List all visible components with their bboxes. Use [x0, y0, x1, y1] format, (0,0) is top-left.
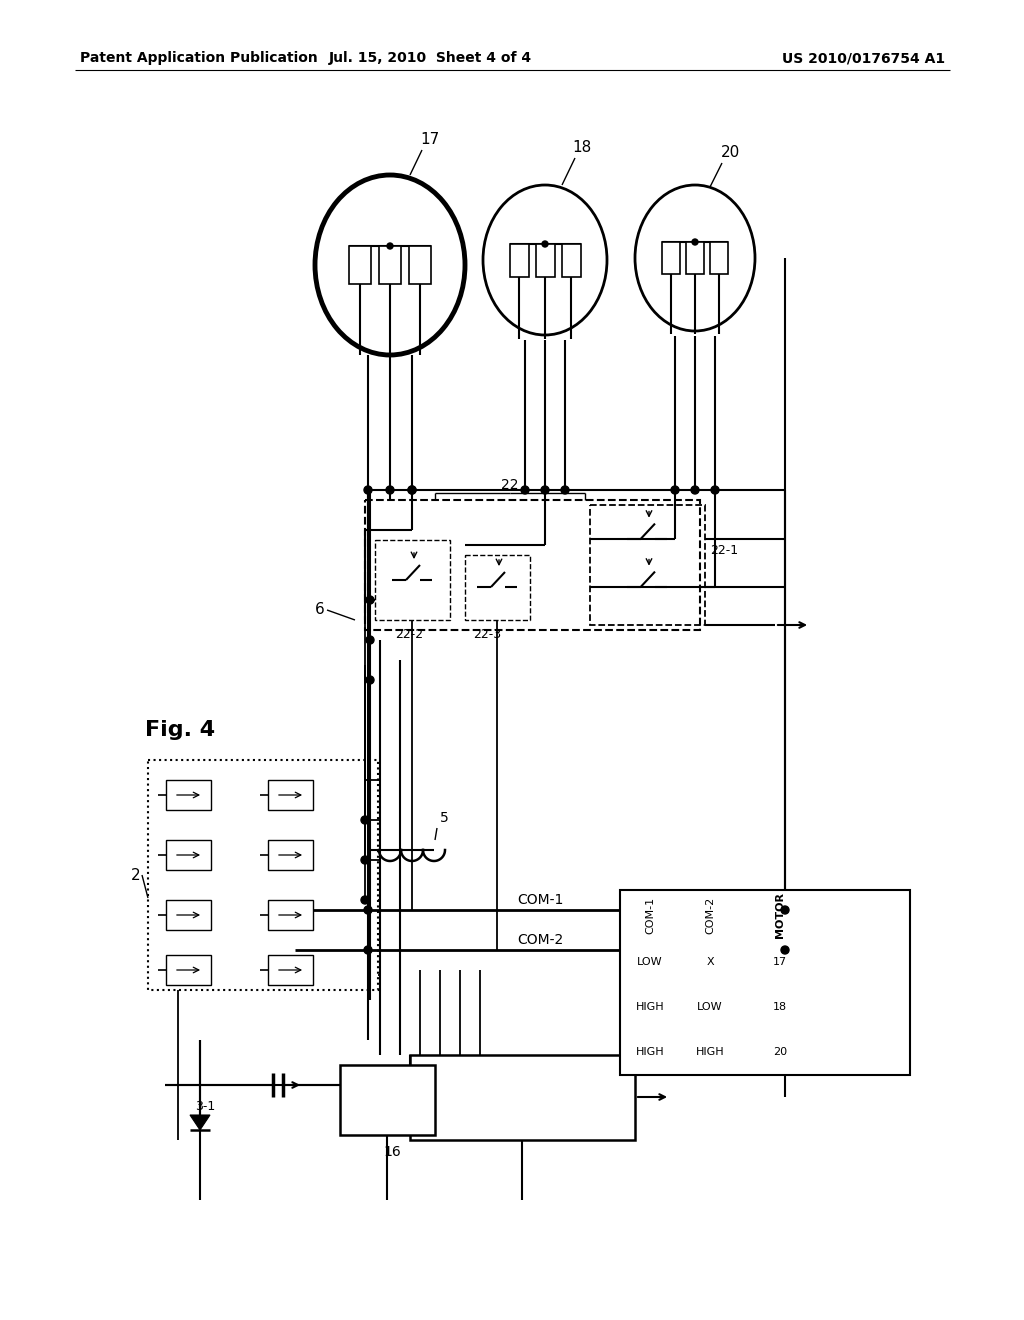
- Circle shape: [691, 486, 699, 494]
- Text: 17: 17: [421, 132, 439, 147]
- Bar: [148, 760, 378, 990]
- Circle shape: [361, 816, 369, 824]
- Text: HIGH: HIGH: [636, 1047, 665, 1057]
- Circle shape: [541, 486, 549, 494]
- Text: COM-2: COM-2: [705, 896, 715, 933]
- Circle shape: [542, 242, 548, 247]
- Text: 5: 5: [440, 810, 449, 825]
- Text: LOW: LOW: [697, 1002, 723, 1012]
- Bar: [268, 954, 313, 985]
- Bar: [409, 246, 431, 284]
- Circle shape: [364, 946, 372, 954]
- Text: X: X: [707, 957, 714, 968]
- Text: 22: 22: [502, 478, 519, 492]
- Circle shape: [361, 896, 369, 904]
- Bar: [662, 242, 680, 275]
- Circle shape: [408, 486, 416, 494]
- Circle shape: [386, 486, 394, 494]
- Text: COM-1: COM-1: [517, 894, 563, 907]
- Circle shape: [408, 486, 416, 494]
- Bar: [536, 244, 555, 277]
- Bar: [710, 242, 728, 275]
- Circle shape: [711, 486, 719, 494]
- Text: US 2010/0176754 A1: US 2010/0176754 A1: [782, 51, 945, 65]
- Bar: [166, 780, 211, 810]
- Text: 22-3: 22-3: [473, 628, 501, 642]
- Text: Patent Application Publication: Patent Application Publication: [80, 51, 317, 65]
- Text: 17: 17: [773, 957, 787, 968]
- Text: HIGH: HIGH: [636, 1002, 665, 1012]
- Text: Jul. 15, 2010  Sheet 4 of 4: Jul. 15, 2010 Sheet 4 of 4: [329, 51, 531, 65]
- Text: 16: 16: [383, 1144, 400, 1159]
- Text: 3-1: 3-1: [195, 1100, 215, 1113]
- Polygon shape: [190, 1115, 210, 1130]
- Circle shape: [366, 636, 374, 644]
- Circle shape: [781, 906, 790, 913]
- Bar: [590, 506, 705, 624]
- Text: Fig. 4: Fig. 4: [145, 719, 215, 741]
- Bar: [365, 500, 700, 630]
- Bar: [686, 242, 705, 275]
- Bar: [465, 554, 530, 620]
- Circle shape: [364, 906, 372, 913]
- Bar: [562, 244, 581, 277]
- Bar: [268, 780, 313, 810]
- Text: 22-2: 22-2: [395, 628, 423, 642]
- Circle shape: [387, 243, 393, 249]
- Circle shape: [561, 486, 569, 494]
- Text: 6: 6: [315, 602, 325, 618]
- Bar: [510, 244, 529, 277]
- Bar: [375, 540, 450, 620]
- Text: LOW: LOW: [637, 957, 663, 968]
- Bar: [166, 840, 211, 870]
- Bar: [349, 246, 371, 284]
- Bar: [410, 1055, 635, 1140]
- Text: 18: 18: [773, 1002, 787, 1012]
- Text: 10: 10: [390, 1090, 408, 1104]
- Circle shape: [781, 946, 790, 954]
- Text: HIGH: HIGH: [695, 1047, 724, 1057]
- Text: 22-1: 22-1: [710, 544, 738, 557]
- Bar: [166, 954, 211, 985]
- Bar: [268, 900, 313, 931]
- Circle shape: [361, 855, 369, 865]
- Text: 20: 20: [773, 1047, 787, 1057]
- Text: 18: 18: [572, 140, 592, 154]
- Circle shape: [521, 486, 529, 494]
- Bar: [268, 840, 313, 870]
- Text: 2: 2: [130, 867, 140, 883]
- Text: 20: 20: [720, 145, 739, 160]
- Circle shape: [671, 486, 679, 494]
- Bar: [166, 900, 211, 931]
- Text: MOTOR: MOTOR: [775, 892, 785, 939]
- Bar: [379, 246, 401, 284]
- Bar: [620, 890, 910, 1074]
- Text: COM-2: COM-2: [517, 933, 563, 946]
- Text: COM-1: COM-1: [645, 896, 655, 933]
- Bar: [340, 1065, 435, 1135]
- Circle shape: [364, 486, 372, 494]
- Circle shape: [366, 597, 374, 605]
- Circle shape: [692, 239, 698, 246]
- Circle shape: [366, 676, 374, 684]
